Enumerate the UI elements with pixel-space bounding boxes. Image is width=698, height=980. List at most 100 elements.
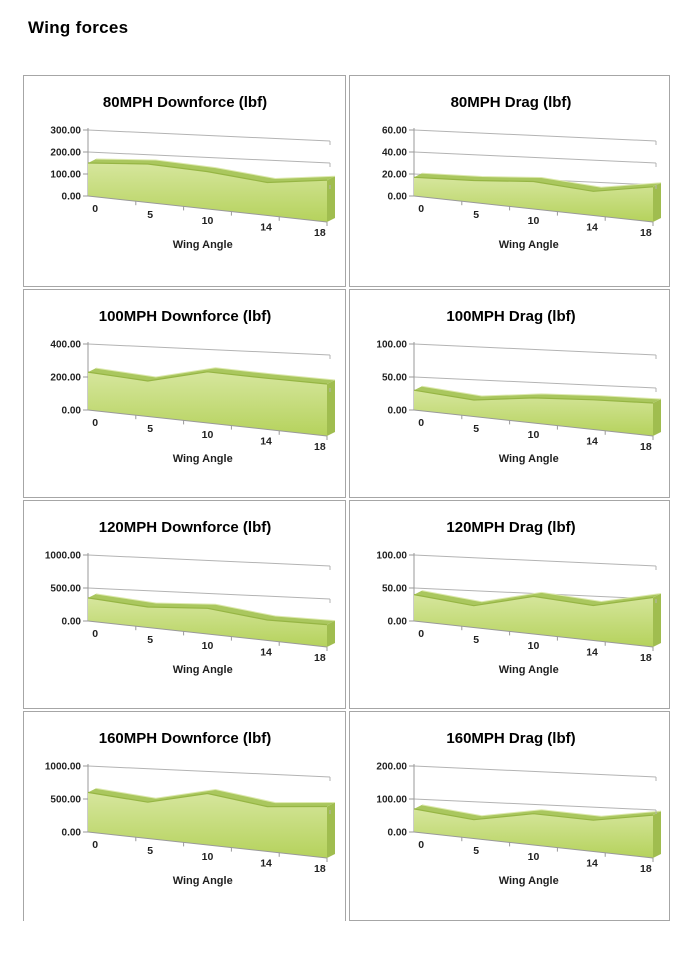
x-tick-label: 5 [147,634,153,646]
y-tick-label: 0.00 [388,406,408,417]
chart-canvas-120mph-downforce-lbf: 0.00 500.00 1000.00 0 5 10 14 18 Wing Angle 120MP… [45,519,336,676]
y-tick-label: 500.00 [50,795,81,806]
area-ribbon-highlight [95,158,336,180]
x-tick-label: 5 [473,634,479,646]
x-axis-title: Wing Angle [173,664,233,676]
area-top-ribbon [88,159,335,183]
x-axis-line [87,831,328,859]
area-front-face [88,163,327,222]
y-tick-label: 300.00 [50,126,81,137]
x-tick-label: 18 [640,441,652,453]
area-profile-edge [413,808,654,821]
y-tick-label: 100.00 [376,795,407,806]
y-tick-label: 200.00 [50,373,81,384]
gridline [87,343,331,356]
y-tick-label: 0.00 [388,828,408,839]
page-title: Wing forces [28,18,129,37]
x-tick-label: 14 [260,435,272,447]
chart-panel-100mph-downforce-lbf: 0.00 200.00 400.00 0 5 10 14 18 Wing Angle 100MPH… [23,289,346,498]
x-tick-label: 10 [202,215,214,227]
x-tick-label: 0 [418,839,424,851]
area-side-face [653,182,661,222]
y-tick-label: 500.00 [50,584,81,595]
x-tick-label: 0 [418,203,424,215]
area-ribbon-highlight [421,385,662,400]
x-tick-label: 5 [147,209,153,221]
x-tick-label: 5 [473,209,479,221]
y-tick-label: 400.00 [50,340,81,351]
y-tick-label: 40.00 [382,148,407,159]
area-ribbon-highlight [421,172,662,188]
y-tick-label: 50.00 [382,373,407,384]
area-front-face [414,177,653,222]
area-front-face [414,808,653,858]
area-front-face [414,390,653,436]
area-side-face [327,802,335,858]
x-axis-line [87,409,328,437]
x-axis-line [413,831,654,859]
x-tick-label: 14 [586,221,598,233]
area-side-face [327,176,335,222]
area-profile-edge [87,791,328,808]
y-tick-label: 0.00 [62,192,82,203]
x-tick-label: 10 [528,429,540,441]
y-tick-label: 200.00 [50,148,81,159]
chart-title: 80MPH Downforce (lbf) [103,94,267,111]
area-front-face [88,597,327,647]
chart-title: 160MPH Drag (lbf) [446,730,575,747]
chart-canvas-160mph-downforce-lbf: 0.00 500.00 1000.00 0 5 10 14 18 Wing Angle 160MP… [45,730,336,887]
area-top-ribbon [414,173,661,192]
y-tick-label: 0.00 [388,192,408,203]
area-side-face [653,399,661,436]
y-tick-label: 0.00 [62,406,82,417]
x-tick-label: 14 [586,857,598,869]
x-tick-label: 5 [473,845,479,857]
y-tick-label: 100.00 [376,551,407,562]
gridline [413,765,657,778]
x-tick-label: 18 [640,652,652,664]
gridline [413,798,657,811]
x-axis-title: Wing Angle [173,239,233,251]
x-tick-label: 18 [640,863,652,875]
gridline [87,587,331,600]
x-tick-label: 18 [314,652,326,664]
chart-panel-160mph-downforce-lbf: 0.00 500.00 1000.00 0 5 10 14 18 Wing Angle 160MP… [23,711,346,921]
x-tick-label: 10 [202,640,214,652]
x-axis-title: Wing Angle [499,664,559,676]
x-axis-title: Wing Angle [499,453,559,465]
x-tick-label: 0 [418,628,424,640]
x-axis-title: Wing Angle [173,453,233,465]
chart-canvas-120mph-drag-lbf: 0.00 50.00 100.00 0 5 10 14 18 Wing Angle 120MPH … [376,519,662,676]
gridline [413,129,657,142]
area-top-ribbon [88,593,335,625]
chart-panel-120mph-downforce-lbf: 0.00 500.00 1000.00 0 5 10 14 18 Wing Angle 120MP… [23,500,346,709]
area-ribbon-highlight [95,787,336,804]
gridline [413,554,657,567]
x-tick-label: 0 [418,417,424,429]
x-tick-label: 18 [640,227,652,239]
x-tick-label: 5 [473,423,479,435]
x-tick-label: 0 [92,203,98,215]
charts-grid: 0.00 100.00 200.00 300.00 0 5 10 14 18 Wing Angle… [23,75,670,921]
x-tick-label: 18 [314,863,326,875]
y-tick-label: 100.00 [376,340,407,351]
area-side-face [327,380,335,436]
chart-canvas-160mph-drag-lbf: 0.00 100.00 200.00 0 5 10 14 18 Wing Angle 160MPH… [376,730,662,887]
area-profile-edge [87,597,328,626]
area-profile-edge [413,389,654,404]
x-axis-line [413,620,654,648]
chart-title: 100MPH Drag (lbf) [446,308,575,325]
x-axis-line [87,195,328,223]
gridline [87,554,331,567]
area-ribbon-highlight [95,367,336,381]
area-ribbon-highlight [95,593,336,622]
chart-title: 120MPH Drag (lbf) [446,519,575,536]
x-tick-label: 0 [92,839,98,851]
x-tick-label: 10 [202,429,214,441]
x-tick-label: 5 [147,423,153,435]
y-tick-label: 0.00 [62,828,82,839]
x-tick-label: 0 [92,628,98,640]
gridline [87,151,331,164]
area-side-face [653,811,661,858]
area-front-face [414,594,653,647]
